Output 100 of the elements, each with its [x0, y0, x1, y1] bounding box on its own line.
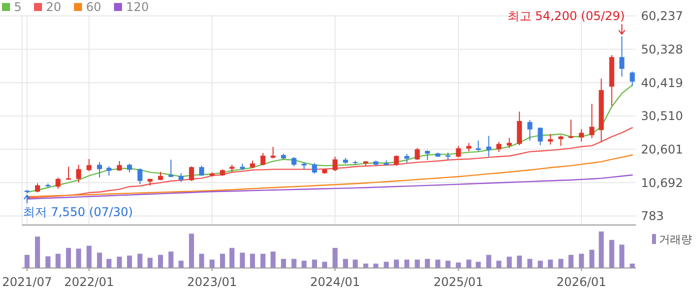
bar [343, 258, 348, 268]
bar [619, 244, 624, 268]
candlestick [619, 36, 624, 78]
bar [45, 256, 50, 268]
x-tick-label: 2025/01 [433, 275, 484, 289]
bar [506, 256, 512, 268]
bar [466, 260, 472, 268]
bar [486, 254, 492, 268]
candlestick [56, 177, 61, 190]
bar [456, 262, 461, 268]
candlestick [332, 156, 338, 172]
candlestick [558, 134, 564, 146]
bar [548, 260, 553, 268]
candlestick [35, 182, 40, 193]
bar [589, 250, 594, 268]
y-tick-label: 50,328 [641, 42, 683, 56]
legend-label: 120 [126, 0, 149, 14]
candlestick [86, 158, 92, 172]
candlestick [137, 168, 142, 185]
bar [363, 264, 368, 268]
candlestick [66, 166, 72, 180]
candlestick [414, 147, 420, 161]
bar [527, 258, 532, 268]
y-tick-label: 20,601 [641, 142, 683, 156]
annotation: 최고 54,200 (05/29) [507, 9, 625, 24]
candlestick [394, 154, 399, 166]
bar [168, 252, 174, 268]
bar [210, 260, 215, 268]
bar [630, 264, 635, 268]
bar [404, 260, 410, 268]
candlestick [168, 159, 174, 178]
line-series [26, 84, 633, 193]
bar [312, 260, 318, 268]
bar [291, 258, 296, 268]
bar [250, 254, 256, 268]
bar [127, 256, 132, 268]
bar [352, 260, 358, 268]
candlestick [456, 145, 461, 158]
candlestick [116, 160, 122, 172]
y-tick-label: 30,510 [641, 109, 683, 124]
bar [116, 256, 122, 268]
bar [332, 248, 338, 268]
candlestick [260, 152, 266, 166]
y-tick-label: 60,237 [641, 9, 683, 24]
y-tick-label: 40,419 [641, 76, 683, 90]
annotation: 최저 7,550 (07/30) [23, 205, 133, 220]
bar [414, 260, 420, 268]
bar [178, 260, 184, 268]
candlestick [189, 166, 194, 182]
bar [558, 258, 564, 268]
candlestick [527, 120, 532, 142]
bar [270, 252, 276, 268]
bar [424, 258, 430, 268]
bar [66, 248, 72, 268]
candlestick [496, 141, 502, 152]
candlestick [106, 166, 112, 176]
bar [148, 258, 153, 268]
bar [158, 254, 164, 268]
x-tick-label: 2026/01 [556, 275, 606, 289]
bar [394, 260, 399, 268]
bar [240, 252, 245, 268]
bar [568, 254, 574, 268]
line-series [26, 174, 633, 200]
bar [435, 260, 440, 268]
x-tick-label: 2022/01 [64, 275, 114, 289]
bar [578, 254, 584, 268]
y-tick-label: 783 [641, 209, 664, 224]
bar [609, 240, 614, 268]
candlestick [538, 127, 543, 146]
bar [189, 234, 194, 268]
bar [516, 256, 522, 268]
candlestick [568, 119, 574, 140]
bar [220, 254, 226, 268]
bar [598, 231, 604, 268]
bar [229, 248, 234, 268]
legend-label: 5 [14, 0, 22, 14]
bar [373, 264, 378, 268]
bar [106, 258, 112, 268]
x-tick-label: 2023/01 [187, 275, 237, 289]
bar [86, 246, 92, 268]
candlestick [589, 103, 594, 139]
legend-label: 거래량 [659, 233, 692, 246]
candlestick [630, 71, 635, 87]
legend-label: 20 [46, 0, 62, 14]
candlestick [578, 128, 584, 142]
candlestick [199, 165, 204, 176]
line-series [26, 154, 633, 198]
bar [281, 258, 286, 268]
candlestick [548, 134, 553, 146]
x-tick-label: 2024/01 [310, 275, 360, 289]
candlestick [506, 137, 512, 148]
candlestick [76, 164, 82, 184]
bar [496, 260, 502, 268]
candlestick [97, 162, 102, 178]
x-tick-label: 2021/07 [2, 275, 52, 289]
bar [199, 254, 204, 268]
bar [538, 260, 543, 268]
legend-label: 60 [86, 0, 102, 14]
candlestick [424, 150, 430, 161]
bar [302, 260, 307, 268]
